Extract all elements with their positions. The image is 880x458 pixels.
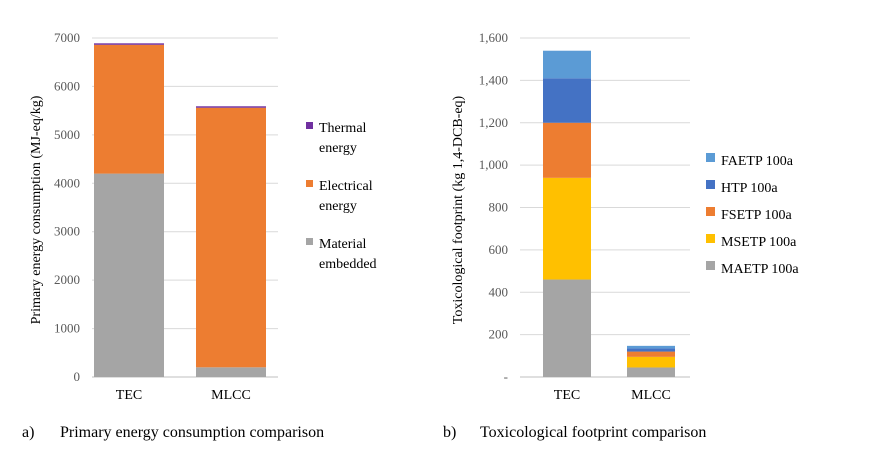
y-tick-label: 200 [489, 327, 509, 342]
legend-swatch [706, 153, 715, 162]
bar-segment [543, 78, 591, 123]
legend-label: energy [319, 199, 357, 214]
y-tick-label: 800 [489, 200, 509, 215]
y-axis-label: Toxicological footprint (kg 1,4-DCB-eq) [451, 95, 466, 324]
y-tick-label: 1,200 [479, 115, 508, 130]
caption-letter: b) [443, 424, 456, 441]
x-tick-label: TEC [116, 388, 142, 403]
y-tick-label: 600 [489, 242, 509, 257]
legend-label: FSETP 100a [721, 208, 792, 223]
x-tick-label: MLCC [631, 388, 671, 403]
y-tick-label: 6000 [54, 78, 80, 93]
bar-segment [94, 43, 164, 45]
legend-swatch [306, 238, 313, 245]
legend-swatch [706, 234, 715, 243]
legend-swatch [706, 261, 715, 270]
y-axis-label: Primary energy consumption (MJ-eq/kg) [29, 95, 44, 324]
legend-label: Material [319, 237, 367, 252]
y-tick-label: - [504, 369, 508, 384]
legend-label: FAETP 100a [721, 154, 794, 169]
bar-segment [627, 351, 675, 357]
legend-swatch [706, 180, 715, 189]
bar-segment [627, 345, 675, 349]
bar-segment [543, 50, 591, 79]
chart-a: 0 1000 2000 3000 4000 5000 6000 7000 TEC MLCC Prim… [22, 30, 377, 441]
y-tick-label: 1,600 [479, 30, 508, 45]
bar-segment [543, 177, 591, 280]
chart-b: - 200 400 600 800 1,000 1,200 1,400 1,600 TEC MLCC… [443, 30, 799, 441]
y-tick-label: 400 [489, 284, 509, 299]
y-tick-label: 4000 [54, 175, 80, 190]
bar-segment [94, 173, 164, 377]
caption: Primary energy consumption comparison [60, 424, 324, 441]
y-tick-label: 5000 [54, 127, 80, 142]
legend-label: HTP 100a [721, 181, 778, 196]
y-tick-label: 7000 [54, 30, 80, 45]
legend-label: MSETP 100a [721, 235, 797, 250]
y-tick-label: 1000 [54, 321, 80, 336]
bar-segment [627, 367, 675, 377]
x-tick-label: MLCC [211, 388, 251, 403]
y-tick-label: 1,400 [479, 72, 508, 87]
legend-label: Electrical [319, 179, 373, 194]
bar-segment [543, 279, 591, 377]
legend-label: Thermal [319, 121, 367, 136]
legend-swatch [706, 207, 715, 216]
bar-segment [627, 356, 675, 368]
legend-label: MAETP 100a [721, 262, 799, 277]
legend-swatch [306, 122, 313, 129]
legend-label: embedded [319, 257, 377, 272]
y-tick-label: 0 [74, 369, 81, 384]
caption: Toxicological footprint comparison [480, 424, 706, 441]
legend-swatch [306, 180, 313, 187]
legend-label: energy [319, 141, 357, 156]
bar-segment [627, 348, 675, 352]
x-tick-label: TEC [554, 388, 580, 403]
bar-segment [94, 44, 164, 174]
bar-segment [196, 107, 266, 368]
y-tick-label: 1,000 [479, 157, 508, 172]
bar-segment [196, 367, 266, 377]
y-tick-label: 2000 [54, 272, 80, 287]
y-tick-label: 3000 [54, 224, 80, 239]
caption-letter: a) [22, 424, 34, 441]
bar-segment [196, 106, 266, 108]
bar-segment [543, 122, 591, 178]
